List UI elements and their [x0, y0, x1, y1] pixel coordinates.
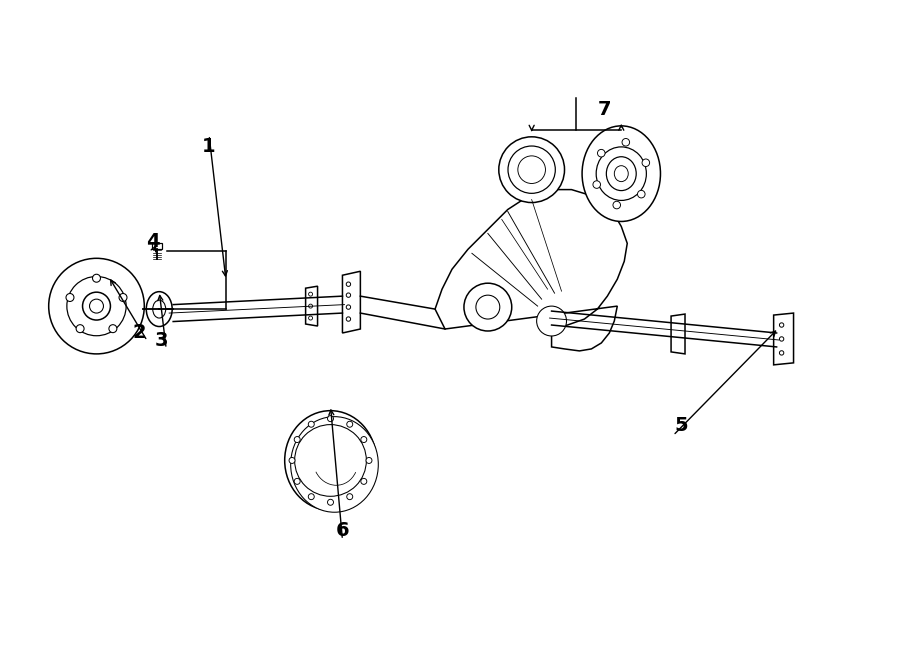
Ellipse shape [596, 147, 646, 200]
Circle shape [346, 305, 351, 309]
Circle shape [518, 156, 545, 184]
Circle shape [779, 336, 784, 341]
Circle shape [119, 293, 127, 301]
Circle shape [476, 295, 500, 319]
Circle shape [779, 323, 784, 327]
Polygon shape [435, 190, 627, 351]
Circle shape [346, 317, 351, 321]
Circle shape [67, 276, 126, 336]
Text: 6: 6 [336, 521, 349, 539]
Text: 3: 3 [155, 331, 168, 350]
Polygon shape [306, 286, 318, 326]
Circle shape [309, 421, 314, 427]
Circle shape [309, 316, 312, 320]
Circle shape [309, 304, 312, 308]
Polygon shape [671, 314, 685, 354]
Circle shape [779, 351, 784, 355]
Text: 5: 5 [674, 416, 688, 435]
Polygon shape [343, 271, 360, 333]
Circle shape [346, 421, 353, 427]
Circle shape [93, 274, 101, 282]
Circle shape [309, 494, 314, 500]
Circle shape [66, 293, 74, 301]
Circle shape [346, 282, 351, 286]
Ellipse shape [153, 300, 166, 318]
Circle shape [309, 292, 312, 296]
Circle shape [361, 436, 367, 442]
Ellipse shape [615, 166, 628, 182]
Circle shape [346, 494, 353, 500]
Circle shape [593, 180, 600, 188]
Circle shape [294, 479, 301, 485]
Circle shape [613, 201, 620, 209]
Circle shape [76, 325, 84, 332]
Circle shape [622, 139, 630, 146]
Circle shape [83, 292, 111, 320]
Circle shape [294, 436, 301, 442]
Ellipse shape [291, 416, 378, 512]
Ellipse shape [147, 292, 172, 327]
Ellipse shape [582, 126, 661, 221]
Text: 4: 4 [147, 232, 160, 251]
Circle shape [346, 293, 351, 297]
Circle shape [328, 416, 334, 422]
Circle shape [328, 499, 334, 505]
FancyBboxPatch shape [152, 243, 162, 249]
Circle shape [642, 159, 650, 167]
Ellipse shape [294, 424, 366, 496]
Text: 1: 1 [202, 137, 216, 156]
Circle shape [637, 190, 645, 198]
Circle shape [536, 306, 566, 336]
Circle shape [361, 479, 367, 485]
Ellipse shape [607, 157, 636, 190]
Circle shape [598, 149, 605, 157]
Circle shape [366, 457, 372, 463]
Ellipse shape [284, 410, 376, 510]
Text: 7: 7 [598, 100, 611, 120]
Circle shape [49, 258, 144, 354]
Polygon shape [774, 313, 794, 365]
Circle shape [109, 325, 117, 332]
Circle shape [499, 137, 564, 202]
Circle shape [289, 457, 295, 463]
Circle shape [89, 299, 104, 313]
Text: 2: 2 [132, 323, 146, 342]
Circle shape [508, 146, 555, 193]
Circle shape [464, 283, 512, 331]
